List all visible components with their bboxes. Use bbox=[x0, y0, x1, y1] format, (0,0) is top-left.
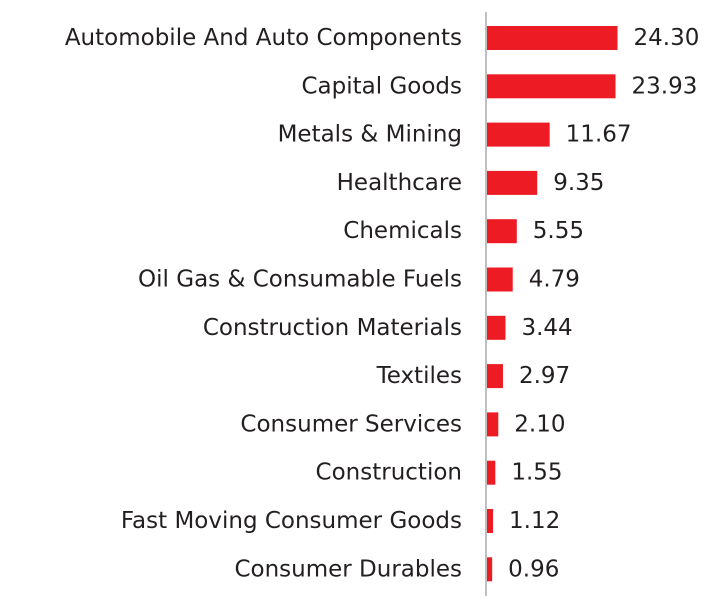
bar bbox=[487, 412, 499, 437]
bar bbox=[487, 557, 493, 582]
category-label: Healthcare bbox=[337, 170, 462, 196]
value-label: 5.55 bbox=[533, 218, 584, 244]
bar bbox=[487, 26, 618, 50]
category-label: Consumer Services bbox=[240, 411, 462, 437]
bar bbox=[487, 509, 494, 533]
bar bbox=[487, 170, 538, 195]
value-label: 24.30 bbox=[634, 25, 700, 51]
bar bbox=[487, 122, 550, 147]
value-label: 4.79 bbox=[529, 267, 580, 293]
value-label: 9.35 bbox=[553, 170, 604, 196]
category-label: Automobile And Auto Components bbox=[65, 25, 462, 51]
category-label: Textiles bbox=[376, 363, 462, 389]
category-label: Oil Gas & Consumable Fuels bbox=[138, 267, 462, 293]
bar bbox=[487, 315, 506, 340]
value-label: 0.96 bbox=[508, 556, 559, 582]
value-label: 11.67 bbox=[566, 122, 632, 148]
category-label: Consumer Durables bbox=[234, 556, 462, 582]
value-label: 3.44 bbox=[521, 315, 572, 341]
category-label: Construction bbox=[316, 460, 462, 486]
value-label: 1.55 bbox=[511, 460, 562, 486]
value-label: 23.93 bbox=[632, 73, 698, 99]
bar bbox=[487, 364, 503, 389]
value-label: 2.97 bbox=[519, 363, 570, 389]
category-label: Construction Materials bbox=[203, 315, 462, 341]
category-label: Chemicals bbox=[343, 218, 462, 244]
bars-layer bbox=[487, 26, 618, 582]
category-label: Metals & Mining bbox=[278, 122, 462, 148]
category-label: Fast Moving Consumer Goods bbox=[121, 508, 462, 534]
bar bbox=[487, 219, 517, 244]
bar bbox=[487, 74, 616, 99]
value-label: 2.10 bbox=[514, 411, 565, 437]
value-label: 1.12 bbox=[509, 508, 560, 534]
category-labels: Automobile And Auto Components Capital Go… bbox=[65, 25, 462, 582]
bar bbox=[487, 460, 496, 485]
bar bbox=[487, 267, 513, 292]
category-label: Capital Goods bbox=[301, 73, 462, 99]
